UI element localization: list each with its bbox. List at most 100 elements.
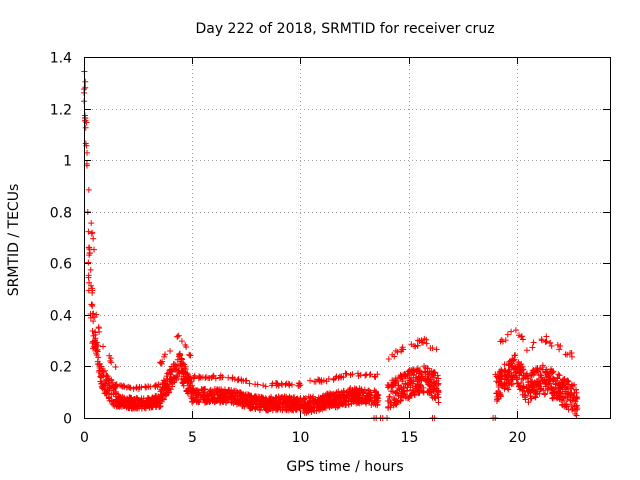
- data-point: [557, 342, 564, 349]
- data-point: [86, 249, 93, 256]
- data-point: [543, 381, 550, 388]
- data-point: [535, 368, 542, 375]
- data-point: [192, 392, 199, 399]
- data-point: [187, 382, 194, 389]
- data-point: [104, 389, 111, 396]
- data-point: [495, 388, 502, 395]
- data-point: [174, 372, 181, 379]
- data-point: [139, 400, 146, 407]
- data-point: [181, 361, 188, 368]
- data-point: [85, 186, 92, 193]
- data-point: [392, 347, 399, 354]
- data-point: [205, 375, 212, 382]
- data-point: [82, 140, 89, 147]
- data-point: [326, 399, 333, 406]
- data-point: [311, 378, 318, 385]
- data-point: [394, 349, 401, 356]
- data-point: [338, 374, 345, 381]
- data-point: [90, 235, 97, 242]
- data-point: [497, 338, 504, 345]
- data-point: [307, 394, 314, 401]
- data-point: [113, 381, 120, 388]
- data-point: [521, 392, 528, 399]
- data-point: [167, 348, 174, 355]
- data-point: [390, 382, 397, 389]
- data-point: [280, 399, 287, 406]
- data-point: [279, 400, 286, 407]
- data-point: [275, 393, 282, 400]
- y-tick-label: 0.2: [50, 360, 72, 376]
- data-point: [527, 372, 534, 379]
- data-point: [101, 367, 108, 374]
- data-point: [184, 370, 191, 377]
- data-point: [168, 368, 175, 375]
- data-point: [512, 365, 519, 372]
- data-point: [228, 396, 235, 403]
- data-point: [566, 381, 573, 388]
- data-point: [88, 282, 95, 289]
- data-point: [340, 398, 347, 405]
- data-point: [201, 386, 208, 393]
- data-point: [385, 356, 392, 363]
- data-point: [538, 337, 545, 344]
- data-point: [564, 377, 571, 384]
- x-tick-label: 20: [509, 430, 527, 446]
- data-point: [124, 395, 131, 402]
- data-point: [107, 355, 114, 362]
- data-point: [89, 301, 96, 308]
- data-point: [510, 380, 517, 387]
- data-point: [569, 406, 576, 413]
- data-point: [302, 402, 309, 409]
- data-point: [260, 395, 267, 402]
- data-point: [131, 396, 138, 403]
- data-point: [498, 382, 505, 389]
- data-point: [402, 381, 409, 388]
- data-point: [178, 338, 185, 345]
- data-point: [562, 351, 569, 358]
- data-point: [567, 350, 574, 357]
- data-point: [357, 394, 364, 401]
- plot-frame: [84, 57, 611, 419]
- data-point: [571, 381, 578, 388]
- data-point: [177, 358, 184, 365]
- y-tick-label: 1: [63, 154, 72, 170]
- data-point: [548, 367, 555, 374]
- x-tick-label: 10: [292, 430, 310, 446]
- data-point: [110, 387, 117, 394]
- data-point: [257, 404, 264, 411]
- data-point: [273, 382, 280, 389]
- data-point: [272, 394, 279, 401]
- data-point: [173, 376, 180, 383]
- data-point: [322, 392, 329, 399]
- data-point: [293, 402, 300, 409]
- data-point: [518, 379, 525, 386]
- data-point: [82, 78, 89, 85]
- data-point: [497, 392, 504, 399]
- data-point: [164, 370, 171, 377]
- data-point: [294, 395, 301, 402]
- data-point: [114, 403, 121, 410]
- data-point: [119, 399, 126, 406]
- data-point: [162, 351, 169, 358]
- data-point: [554, 341, 561, 348]
- data-point: [564, 395, 571, 402]
- data-point: [541, 376, 548, 383]
- data-point: [300, 407, 307, 414]
- data-point: [343, 402, 350, 409]
- data-point: [159, 358, 166, 365]
- data-point: [178, 376, 185, 383]
- data-point: [174, 333, 181, 340]
- data-point: [173, 366, 180, 373]
- data-point: [286, 381, 293, 388]
- data-point: [498, 366, 505, 373]
- data-point: [235, 376, 242, 383]
- data-point: [347, 372, 354, 379]
- data-point: [229, 390, 236, 397]
- data-point: [328, 391, 335, 398]
- data-point: [387, 381, 394, 388]
- data-point: [493, 373, 500, 380]
- data-point: [145, 398, 152, 405]
- data-point: [316, 399, 323, 406]
- data-point: [163, 373, 170, 380]
- data-point: [555, 371, 562, 378]
